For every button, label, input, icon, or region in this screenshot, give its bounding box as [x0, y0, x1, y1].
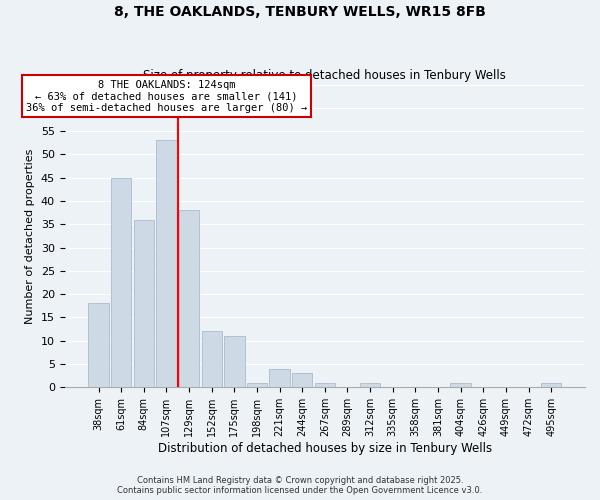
- Bar: [314, 382, 335, 388]
- X-axis label: Distribution of detached houses by size in Tenbury Wells: Distribution of detached houses by size …: [158, 442, 492, 455]
- Text: 8 THE OAKLANDS: 124sqm
← 63% of detached houses are smaller (141)
36% of semi-de: 8 THE OAKLANDS: 124sqm ← 63% of detached…: [26, 80, 307, 113]
- Bar: [156, 140, 176, 388]
- Bar: [451, 382, 471, 388]
- Bar: [134, 220, 154, 388]
- Bar: [541, 382, 562, 388]
- Bar: [202, 332, 222, 388]
- Text: 8, THE OAKLANDS, TENBURY WELLS, WR15 8FB: 8, THE OAKLANDS, TENBURY WELLS, WR15 8FB: [114, 5, 486, 19]
- Bar: [88, 304, 109, 388]
- Bar: [247, 382, 267, 388]
- Bar: [179, 210, 199, 388]
- Bar: [224, 336, 245, 388]
- Bar: [269, 368, 290, 388]
- Y-axis label: Number of detached properties: Number of detached properties: [25, 148, 35, 324]
- Text: Contains HM Land Registry data © Crown copyright and database right 2025.
Contai: Contains HM Land Registry data © Crown c…: [118, 476, 482, 495]
- Bar: [360, 382, 380, 388]
- Bar: [111, 178, 131, 388]
- Title: Size of property relative to detached houses in Tenbury Wells: Size of property relative to detached ho…: [143, 69, 506, 82]
- Bar: [292, 374, 313, 388]
